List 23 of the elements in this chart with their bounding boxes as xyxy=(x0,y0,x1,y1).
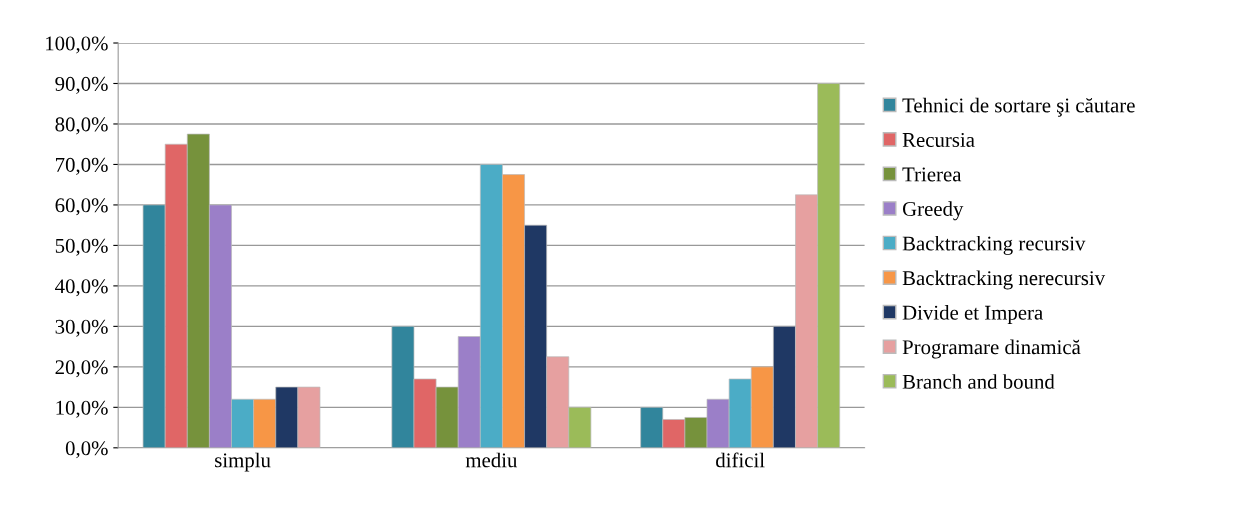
legend-label: Divide et Impera xyxy=(902,305,1043,324)
legend-label: Recursia xyxy=(902,132,975,147)
y-tick-label: 50,0% xyxy=(55,238,108,256)
y-tick-label: 70,0% xyxy=(56,157,108,175)
legend-label: Trierea xyxy=(902,167,962,182)
legend-label: Tehnici de sortare şi căutare xyxy=(902,97,1135,117)
y-tick-label: 40,0% xyxy=(55,279,108,297)
y-tick-label: 0,0% xyxy=(65,441,108,459)
x-tick-label: simplu xyxy=(215,452,271,472)
y-tick-label: 30,0% xyxy=(55,319,108,337)
legend-label: Greedy xyxy=(902,201,964,221)
x-tick-label: dificil xyxy=(716,452,765,468)
y-tick-label: 100,0% xyxy=(46,36,108,54)
legend-label: Backtracking nerecursiv xyxy=(902,270,1106,290)
y-tick-label: 10,0% xyxy=(56,400,108,418)
y-tick-label: 60,0% xyxy=(55,198,108,216)
legend-label: Branch and bound xyxy=(902,374,1055,389)
legend-label: Programare dinamică xyxy=(902,339,1081,359)
y-tick-label: 90,0% xyxy=(55,76,108,94)
legend-label: Backtracking recursiv xyxy=(902,235,1086,255)
y-tick-label: 80,0% xyxy=(55,117,108,135)
x-tick-label: mediu xyxy=(465,452,518,468)
y-tick-label: 20,0% xyxy=(55,360,108,378)
